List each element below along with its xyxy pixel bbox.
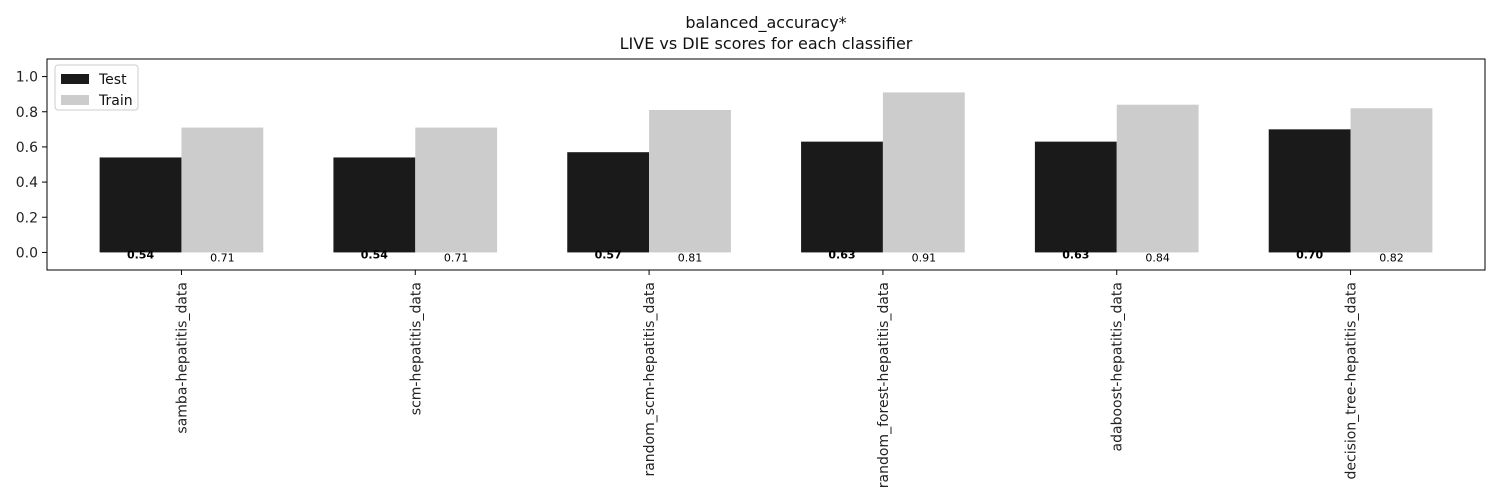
y-tick-label: 0.6: [16, 140, 38, 156]
legend-swatch-train: [61, 95, 89, 105]
bar-test-4: [1035, 142, 1117, 253]
value-label-test-1: 0.54: [361, 248, 388, 261]
x-tick-label: decision_tree-hepatitis_data: [1344, 282, 1360, 479]
y-tick-label: 0.0: [16, 245, 38, 261]
bar-test-1: [333, 157, 415, 252]
bar-train-4: [1117, 105, 1199, 253]
bar-train-0: [181, 128, 263, 253]
legend-label-train: Train: [98, 93, 133, 109]
value-label-train-5: 0.82: [1379, 251, 1404, 264]
bar-test-3: [801, 142, 883, 253]
value-label-test-3: 0.63: [828, 248, 855, 261]
legend-label-test: Test: [98, 72, 127, 88]
y-tick-label: 1.0: [16, 70, 38, 86]
value-label-test-2: 0.57: [595, 248, 622, 261]
x-tick-label: scm-hepatitis_data: [408, 282, 424, 415]
value-label-train-2: 0.81: [678, 251, 703, 264]
chart-subtitle: LIVE vs DIE scores for each classifier: [620, 34, 913, 53]
legend-swatch-test: [61, 74, 89, 84]
x-tick-label: random_scm-hepatitis_data: [642, 282, 658, 477]
value-label-test-4: 0.63: [1062, 248, 1089, 261]
bar-test-0: [100, 157, 182, 252]
value-label-train-4: 0.84: [1145, 251, 1170, 264]
value-labels-layer: 0.54 0.54 0.57 0.63 0.63 0.70 0.71 0.71 0.81 0.91…: [127, 248, 1404, 264]
bar-train-1: [415, 128, 497, 253]
y-tick-label: 0.8: [16, 105, 38, 121]
y-tick-label: 0.4: [16, 175, 38, 191]
bar-test-5: [1269, 129, 1351, 252]
x-tick-label: adaboost-hepatitis_data: [1110, 282, 1126, 451]
legend: Test Train: [55, 65, 138, 110]
y-tick-label: 0.2: [16, 210, 38, 226]
axes-layer: 0.0 0.2 0.4 0.6 0.8 1.0 samba-hepatitis_data sc…: [16, 59, 1485, 488]
bar-train-2: [649, 110, 731, 252]
bar-train-5: [1351, 108, 1433, 252]
x-tick-label: samba-hepatitis_data: [174, 282, 190, 434]
value-label-test-5: 0.70: [1296, 248, 1323, 261]
bars-layer: [100, 92, 1433, 252]
value-label-train-3: 0.91: [912, 251, 937, 264]
chart-title: balanced_accuracy*: [685, 13, 846, 33]
x-tick-label: random_forest-hepatitis_data: [876, 282, 892, 488]
value-label-train-0: 0.71: [210, 251, 235, 264]
bar-test-2: [567, 152, 649, 252]
bar-train-3: [883, 92, 965, 252]
value-label-test-0: 0.54: [127, 248, 154, 261]
value-label-train-1: 0.71: [444, 251, 469, 264]
